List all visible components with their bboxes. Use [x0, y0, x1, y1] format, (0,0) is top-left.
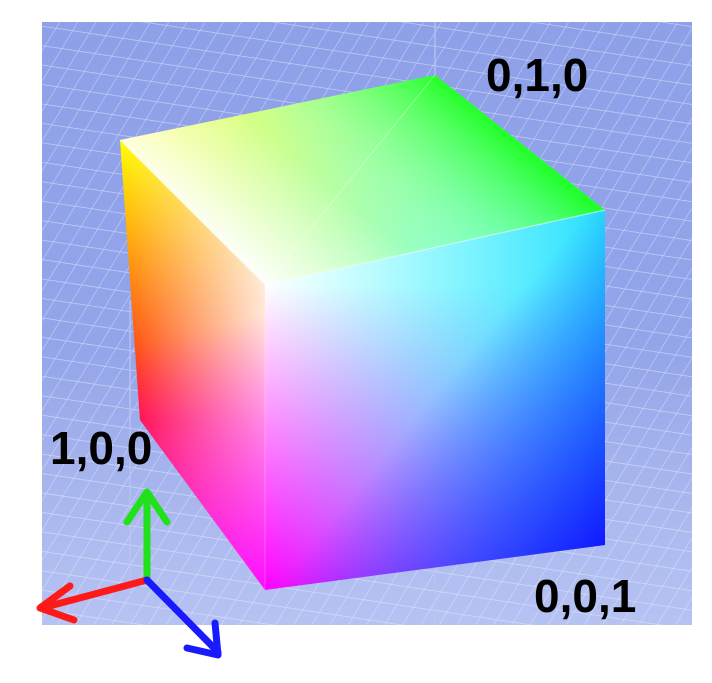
- axis-z-arrow: [143, 576, 222, 656]
- corner-label-100: 1,0,0: [50, 422, 153, 474]
- axes-gizmo: [36, 488, 222, 659]
- axis-x-arrow: [38, 576, 151, 612]
- rgb-cube: [119, 74, 606, 590]
- corner-label-001: 0,0,1: [534, 570, 637, 622]
- corner-label-010: 0,1,0: [486, 49, 589, 101]
